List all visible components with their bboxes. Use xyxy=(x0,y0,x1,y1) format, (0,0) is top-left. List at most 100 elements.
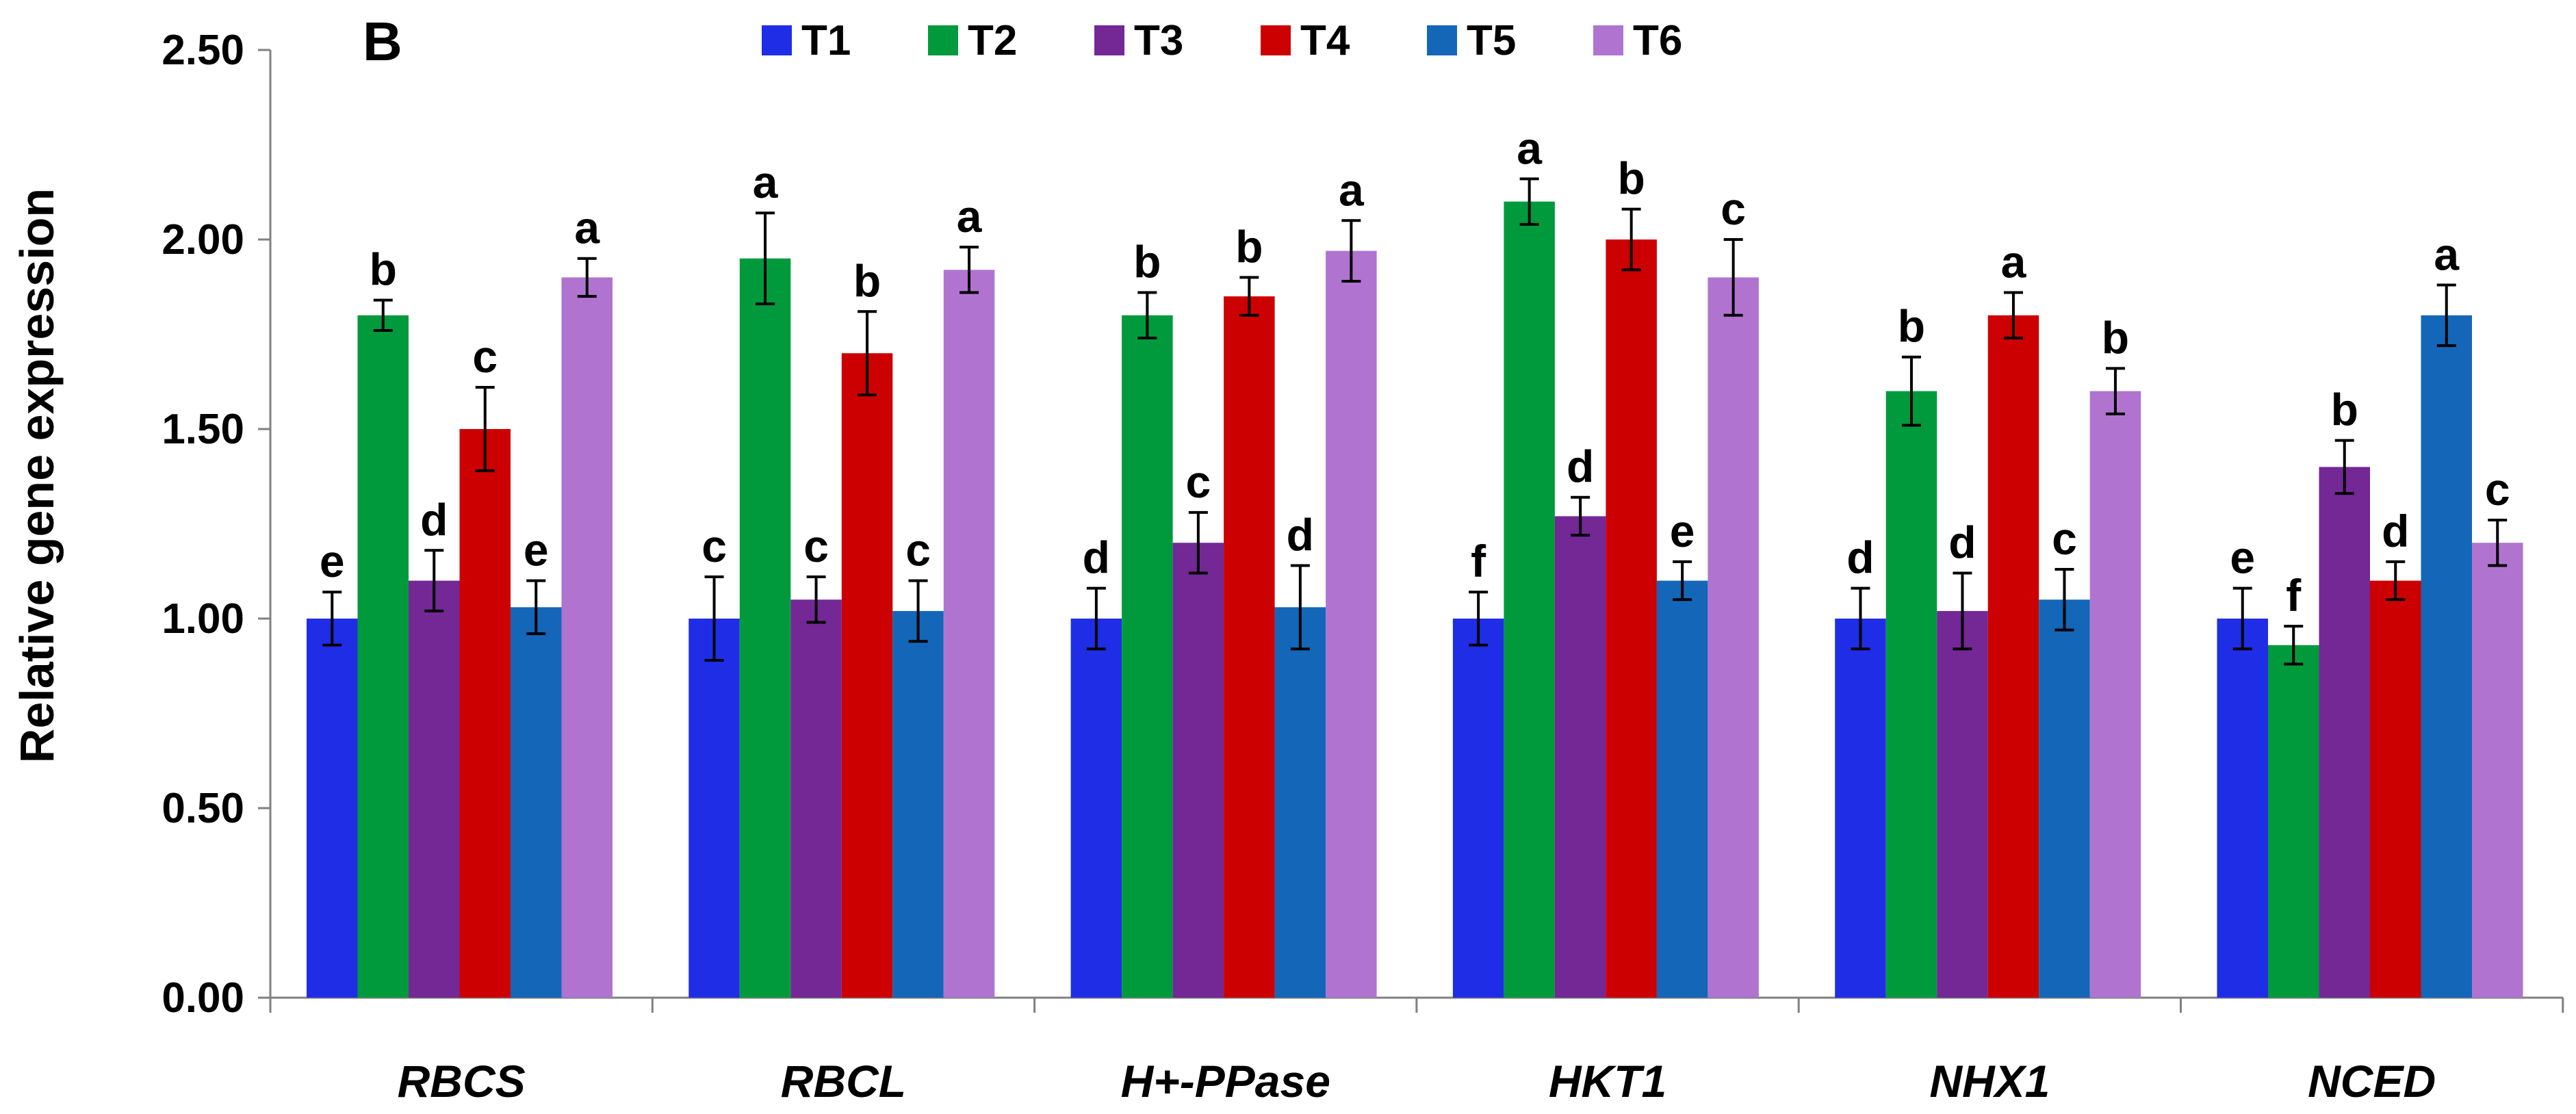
significance-letter: b xyxy=(1235,221,1263,272)
bar-t4 xyxy=(1224,296,1275,998)
legend-swatch-t1 xyxy=(762,25,792,55)
bar-t1 xyxy=(1070,619,1122,998)
bar-t6 xyxy=(2472,543,2523,998)
legend: T1 T2 T3 T4 T5 T6 xyxy=(762,17,1682,64)
bar-t3 xyxy=(409,580,460,998)
significance-letter: a xyxy=(2001,237,2027,287)
legend-label-t3: T3 xyxy=(1134,17,1183,64)
bar-t4 xyxy=(2370,580,2421,998)
bar-t5 xyxy=(511,607,562,998)
bar-t4 xyxy=(1987,315,2039,998)
significance-letter: c xyxy=(1185,456,1211,507)
bar-t4 xyxy=(1606,239,1657,998)
bar-t1 xyxy=(688,619,740,998)
significance-letter: d xyxy=(2382,506,2409,556)
significance-letter: c xyxy=(1721,183,1746,234)
y-tick-label: 2.50 xyxy=(162,27,244,74)
significance-letter: b xyxy=(1133,237,1161,287)
category-label: H+-PPase xyxy=(1121,1056,1330,1106)
significance-letter: c xyxy=(803,521,829,571)
significance-letter: f xyxy=(1471,536,1486,586)
category-label: HKT1 xyxy=(1549,1056,1666,1106)
legend-swatch-t3 xyxy=(1094,25,1124,55)
y-tick-label: 2.00 xyxy=(162,216,244,263)
significance-letter: a xyxy=(2434,229,2460,279)
legend-label-t1: T1 xyxy=(801,17,851,64)
legend-swatch-t5 xyxy=(1427,25,1457,55)
bar-t3 xyxy=(1172,543,1224,998)
significance-letter: b xyxy=(2331,385,2358,435)
significance-letter: d xyxy=(1846,532,1874,583)
bar-t6 xyxy=(1708,277,1759,998)
legend-swatch-t6 xyxy=(1593,25,1623,55)
category-label: NCED xyxy=(2308,1056,2436,1106)
y-tick-label: 0.50 xyxy=(162,785,244,832)
significance-letter: b xyxy=(2102,312,2129,363)
significance-letter: c xyxy=(905,525,931,575)
bar-t5 xyxy=(2039,599,2090,998)
axes-layer: 0.00 0.50 1.00 1.50 2.00 2.50 RBCS RBCL H+-PPase… xyxy=(162,27,2564,1106)
significance-letter: c xyxy=(701,521,727,571)
bar-t6 xyxy=(943,270,995,998)
bar-t5 xyxy=(2421,315,2472,998)
category-label: RBCS xyxy=(398,1056,526,1106)
legend-swatch-t2 xyxy=(928,25,958,55)
category-label: RBCL xyxy=(781,1056,906,1106)
significance-letter: a xyxy=(957,191,983,242)
bar-t2 xyxy=(2268,645,2319,998)
bar-t2 xyxy=(1122,315,1173,998)
significance-letter: d xyxy=(1567,441,1594,492)
bar-t5 xyxy=(1656,580,1708,998)
bar-t3 xyxy=(2319,467,2370,998)
significance-letter: a xyxy=(753,157,779,207)
bar-t3 xyxy=(1937,610,1988,998)
significance-letter: b xyxy=(1898,301,1925,352)
significance-letter: a xyxy=(1339,164,1365,215)
y-tick-label: 1.50 xyxy=(162,406,244,453)
bar-t2 xyxy=(357,315,409,998)
significance-letter: c xyxy=(472,331,498,382)
significance-letter: b xyxy=(370,244,397,295)
significance-letter: d xyxy=(1948,517,1976,568)
significance-letter: d xyxy=(420,494,448,545)
significance-letter: e xyxy=(2230,532,2255,583)
bar-t3 xyxy=(790,599,842,998)
bar-t1 xyxy=(1835,619,1886,998)
panel-label: B xyxy=(363,11,402,72)
bar-t1 xyxy=(1452,619,1504,998)
bar-t2 xyxy=(739,258,791,998)
legend-label-t6: T6 xyxy=(1633,17,1682,64)
bar-t5 xyxy=(892,610,944,998)
legend-swatch-t4 xyxy=(1261,25,1291,55)
significance-letter: b xyxy=(1617,153,1645,204)
bar-t2 xyxy=(1504,201,1555,998)
bar-t5 xyxy=(1274,607,1326,998)
significance-letter: f xyxy=(2286,570,2302,621)
significance-letter: a xyxy=(1517,122,1543,173)
bar-t4 xyxy=(459,429,511,998)
y-tick-label: 0.00 xyxy=(162,974,244,1022)
bar-t1 xyxy=(307,619,358,998)
y-tick-label: 1.00 xyxy=(162,595,244,643)
bar-t2 xyxy=(1885,391,1937,998)
significance-letter: c xyxy=(2485,464,2510,515)
y-axis-title: Relative gene expression xyxy=(10,188,64,763)
significance-letter: d xyxy=(1287,509,1314,560)
bar-t6 xyxy=(561,277,613,998)
bar-t6 xyxy=(1326,250,1377,998)
legend-label-t2: T2 xyxy=(968,17,1017,64)
significance-letter: c xyxy=(2052,513,2077,564)
bar-t6 xyxy=(2089,391,2141,998)
legend-label-t4: T4 xyxy=(1300,17,1350,64)
significance-letter: d xyxy=(1083,532,1110,583)
significance-letter: e xyxy=(524,525,549,575)
bar-t3 xyxy=(1554,516,1606,998)
category-label: NHX1 xyxy=(1929,1056,2050,1106)
significance-letter: b xyxy=(853,255,881,306)
legend-label-t5: T5 xyxy=(1467,17,1516,64)
bar-t1 xyxy=(2217,619,2268,998)
significance-letter: e xyxy=(320,536,345,586)
